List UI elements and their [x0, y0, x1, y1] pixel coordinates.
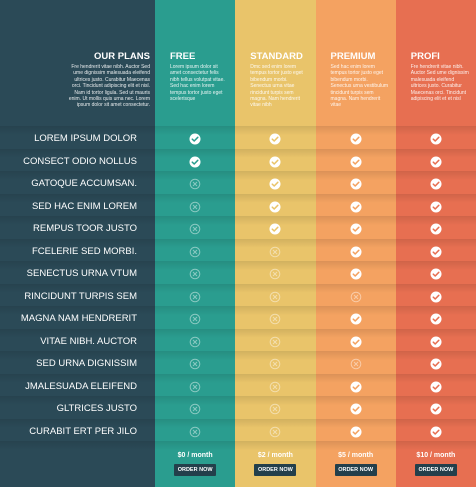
check-icon: [350, 156, 362, 168]
check-icon: [350, 336, 362, 348]
plan-name: PREMIUM: [330, 51, 376, 62]
cross-icon: [270, 358, 281, 370]
feature-name: JMALESUADA ELEIFEND: [25, 380, 137, 392]
check-icon: [350, 426, 362, 438]
plan-description: Dmc sed enim lorem tempus tortor justo e…: [250, 64, 303, 109]
cross-icon: [270, 291, 281, 303]
check-icon: [350, 246, 362, 258]
cross-icon: [189, 268, 201, 280]
feature-name: RINCIDUNT TURPIS SEM: [24, 290, 137, 302]
cross-icon: [189, 358, 201, 370]
plan-column: [235, 0, 316, 487]
plans-title: OUR PLANS: [94, 51, 150, 62]
cross-icon: [189, 403, 201, 415]
check-icon: [189, 133, 201, 145]
cross-icon: [189, 178, 201, 190]
cross-icon: [270, 403, 281, 415]
check-icon: [350, 201, 362, 213]
check-icon: [269, 133, 281, 145]
check-icon: [350, 313, 362, 325]
row-shade: [0, 441, 476, 464]
check-icon: [350, 268, 362, 280]
row-shade: [0, 351, 476, 374]
cross-icon: [350, 358, 361, 370]
check-icon: [430, 313, 442, 325]
cross-icon: [270, 336, 281, 348]
check-icon: [430, 336, 442, 348]
check-icon: [430, 291, 442, 303]
check-icon: [430, 156, 442, 168]
cross-icon: [270, 381, 281, 393]
feature-name: CURABIT ERT PER JILO: [29, 425, 137, 437]
plan-description: Sed hac enim lorem tempus tortor justo e…: [330, 64, 389, 109]
check-icon: [430, 246, 442, 258]
check-icon: [189, 156, 201, 168]
check-icon: [430, 133, 442, 145]
check-icon: [350, 403, 362, 415]
feature-name: VITAE NIBH. AUCTOR: [40, 335, 137, 347]
plan-name: STANDARD: [250, 51, 303, 62]
check-icon: [350, 223, 362, 235]
check-icon: [430, 358, 442, 370]
cross-icon: [189, 201, 201, 213]
feature-name: SED URNA DIGNISSIM: [36, 358, 137, 370]
feature-name: CONSECT ODIO NOLLUS: [23, 155, 137, 167]
order-button[interactable]: ORDER NOW: [414, 464, 457, 476]
plan-price: $2 / month: [257, 452, 293, 459]
check-icon: [430, 426, 442, 438]
check-icon: [350, 133, 362, 145]
cross-icon: [189, 426, 201, 438]
order-button[interactable]: ORDER NOW: [254, 464, 297, 476]
plans-description: Fre hendrerit vitae nibh. Auctor Sed ume…: [68, 64, 150, 109]
feature-name: SENECTUS URNA VTUM: [26, 268, 137, 280]
feature-name: REMPUS TOOR JUSTO: [33, 223, 137, 235]
cross-icon: [189, 313, 201, 325]
feature-name: GATOQUE ACCUMSAN.: [31, 178, 137, 190]
feature-name: SED HAC ENIM LOREM: [31, 200, 137, 212]
check-icon: [430, 223, 442, 235]
check-icon: [269, 178, 281, 190]
row-shade: [0, 283, 476, 306]
plan-price: $0 / month: [177, 452, 213, 459]
cross-icon: [189, 381, 201, 393]
check-icon: [430, 403, 442, 415]
order-button[interactable]: ORDER NOW: [334, 464, 377, 476]
cross-icon: [270, 246, 281, 258]
check-icon: [430, 178, 442, 190]
feature-name: GLTRICES JUSTO: [56, 403, 137, 415]
cross-icon: [270, 426, 281, 438]
check-icon: [269, 156, 281, 168]
cross-icon: [270, 268, 281, 280]
check-icon: [350, 178, 362, 190]
plan-column: [155, 0, 236, 487]
plan-price: $10 / month: [416, 452, 456, 459]
cross-icon: [270, 313, 281, 325]
check-icon: [430, 381, 442, 393]
plan-description: Lorem ipsum dolor sit amet consectetur f…: [170, 64, 225, 103]
cross-icon: [189, 291, 201, 303]
plan-name: PROFI: [410, 51, 440, 62]
plan-price: $5 / month: [338, 452, 374, 459]
check-icon: [430, 201, 442, 213]
feature-name: LOREM IPSUM DOLOR: [34, 133, 137, 145]
check-icon: [269, 201, 281, 213]
plan-name: FREE: [170, 51, 196, 62]
cross-icon: [189, 223, 201, 235]
cross-icon: [189, 246, 201, 258]
check-icon: [430, 268, 442, 280]
cross-icon: [350, 291, 361, 303]
order-button[interactable]: ORDER NOW: [174, 464, 217, 476]
feature-name: FCELERIE SED MORBI.: [31, 245, 137, 257]
cross-icon: [189, 336, 201, 348]
check-icon: [269, 223, 281, 235]
left-column: [0, 0, 155, 487]
check-icon: [350, 381, 362, 393]
plan-description: Fre hendrerit vitae nibh. Auctor Sed ume…: [410, 64, 469, 103]
feature-name: MAGNA NAM HENDRERIT: [20, 313, 137, 325]
